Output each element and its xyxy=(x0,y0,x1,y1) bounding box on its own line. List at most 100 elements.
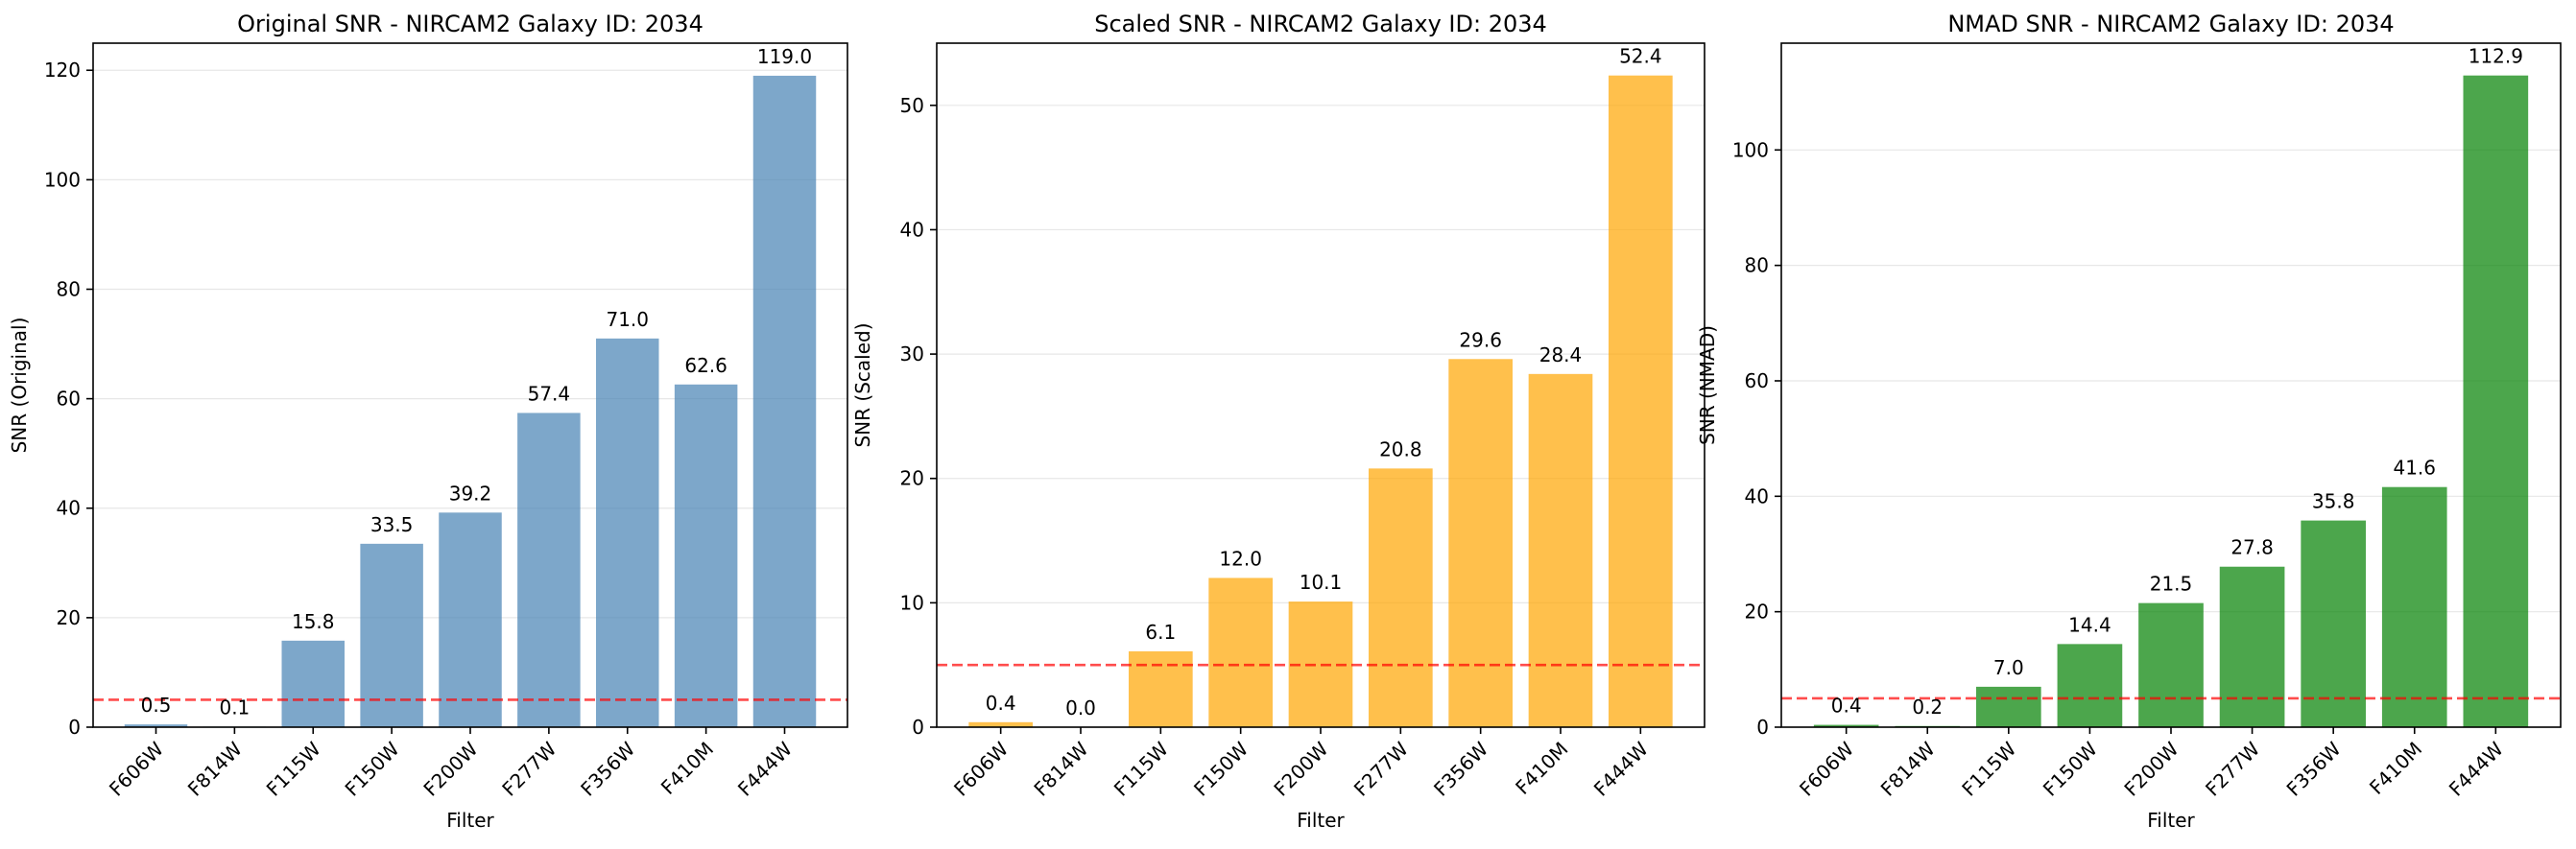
value-label-F410M: 41.6 xyxy=(2393,457,2436,480)
chart-title: Original SNR - NIRCAM2 Galaxy ID: 2034 xyxy=(237,11,704,37)
value-label-F356W: 71.0 xyxy=(606,308,649,331)
y-tick-label-1: 10 xyxy=(900,591,924,614)
bar-F444W xyxy=(2463,75,2529,727)
value-label-F444W: 112.9 xyxy=(2469,45,2523,68)
x-tick-label-F356W: F356W xyxy=(1429,737,1492,800)
bar-F410M xyxy=(674,384,738,727)
bar-F277W xyxy=(2219,566,2285,727)
x-tick-label-F277W: F277W xyxy=(2201,737,2264,800)
x-tick-label-F444W: F444W xyxy=(733,737,797,800)
bar-F410M xyxy=(2381,486,2447,727)
value-label-F814W: 0.1 xyxy=(219,696,250,719)
bar-F115W xyxy=(281,640,345,727)
x-tick-label-F200W: F200W xyxy=(1269,737,1332,800)
value-label-F200W: 39.2 xyxy=(449,482,492,505)
y-tick-label-5: 50 xyxy=(900,94,924,117)
x-tick-label-F444W: F444W xyxy=(1589,737,1653,800)
y-tick-label-2: 40 xyxy=(1745,484,1769,507)
y-axis-label: SNR (Scaled) xyxy=(851,322,874,447)
value-label-F356W: 35.8 xyxy=(2312,490,2355,513)
y-tick-label-1: 20 xyxy=(1745,601,1769,624)
y-tick-label-5: 100 xyxy=(44,168,81,191)
y-tick-label-4: 80 xyxy=(1745,254,1769,277)
y-tick-label-3: 60 xyxy=(57,388,81,411)
value-label-F606W: 0.4 xyxy=(986,692,1016,715)
x-tick-label-F277W: F277W xyxy=(497,737,561,800)
bar-F200W xyxy=(2138,602,2204,727)
value-label-F115W: 15.8 xyxy=(292,610,335,633)
x-tick-label-F410M: F410M xyxy=(2365,738,2426,799)
y-tick-label-0: 0 xyxy=(68,716,81,739)
y-tick-label-3: 30 xyxy=(900,342,924,366)
bar-F356W xyxy=(1448,359,1513,727)
bar-F150W xyxy=(360,543,423,727)
x-tick-label-F410M: F410M xyxy=(656,738,718,799)
value-label-F606W: 0.5 xyxy=(141,694,172,717)
x-tick-label-F277W: F277W xyxy=(1349,737,1413,800)
y-tick-label-2: 40 xyxy=(57,497,81,520)
value-label-F444W: 52.4 xyxy=(1619,45,1662,68)
chart-title: Scaled SNR - NIRCAM2 Galaxy ID: 2034 xyxy=(1094,11,1547,37)
chart-panel-3: 0.4 0.2 7.0 14.4 21.5 27.8 35.8 41.6 112.9 0 20 40 6… xyxy=(1696,11,2562,832)
value-label-F277W: 20.8 xyxy=(1379,437,1422,460)
x-tick-label-F606W: F606W xyxy=(1795,737,1858,800)
value-label-F115W: 7.0 xyxy=(1993,656,2024,679)
y-tick-label-2: 20 xyxy=(900,467,924,490)
value-label-F277W: 57.4 xyxy=(528,382,571,405)
x-axis-label: Filter xyxy=(1297,809,1345,832)
x-tick-label-F356W: F356W xyxy=(576,737,639,800)
bar-F277W xyxy=(517,413,581,727)
y-tick-label-0: 0 xyxy=(912,716,924,739)
x-tick-label-F115W: F115W xyxy=(1109,737,1173,800)
x-tick-label-F200W: F200W xyxy=(2119,737,2182,800)
chart-panel-2: 0.4 0.0 6.1 12.0 10.1 20.8 29.6 28.4 52.4 0 10 20 30… xyxy=(851,11,1705,832)
bar-F150W xyxy=(2057,644,2123,727)
x-tick-label-F814W: F814W xyxy=(1029,737,1092,800)
value-label-F410M: 28.4 xyxy=(1539,343,1583,366)
bar-F150W xyxy=(1208,578,1273,727)
bar-F606W xyxy=(124,724,188,727)
x-tick-label-F444W: F444W xyxy=(2445,737,2508,800)
bar-F410M xyxy=(1528,373,1593,727)
y-tick-label-4: 80 xyxy=(57,277,81,300)
x-tick-label-F356W: F356W xyxy=(2282,737,2346,800)
value-label-F200W: 10.1 xyxy=(1300,571,1343,594)
value-label-F150W: 14.4 xyxy=(2068,613,2111,636)
y-tick-label-4: 40 xyxy=(900,218,924,241)
y-tick-label-1: 20 xyxy=(57,606,81,629)
y-axis-label: SNR (NMAD) xyxy=(1696,325,1719,445)
x-tick-label-F150W: F150W xyxy=(341,737,404,800)
value-label-F444W: 119.0 xyxy=(757,45,812,68)
x-tick-label-F115W: F115W xyxy=(262,737,325,800)
x-tick-label-F115W: F115W xyxy=(1957,737,2020,800)
y-axis-label: SNR (Original) xyxy=(8,318,31,454)
value-label-F356W: 29.6 xyxy=(1459,328,1502,351)
bar-F200W xyxy=(439,512,502,727)
bar-F444W xyxy=(1609,75,1673,728)
bar-F115W xyxy=(1129,650,1193,727)
bar-F606W xyxy=(1813,724,1879,727)
y-tick-label-5: 100 xyxy=(1732,138,1769,161)
bar-F277W xyxy=(1369,468,1433,727)
value-label-F115W: 6.1 xyxy=(1145,621,1176,644)
value-label-F150W: 12.0 xyxy=(1219,547,1262,570)
chart-title: NMAD SNR - NIRCAM2 Galaxy ID: 2034 xyxy=(1947,11,2394,37)
value-label-F200W: 21.5 xyxy=(2150,573,2193,596)
x-tick-label-F150W: F150W xyxy=(1189,737,1252,800)
bar-F606W xyxy=(968,721,1033,727)
x-tick-label-F814W: F814W xyxy=(183,737,247,800)
value-label-F606W: 0.4 xyxy=(1831,695,1862,718)
x-tick-label-F814W: F814W xyxy=(1876,737,1940,800)
x-tick-label-F150W: F150W xyxy=(2039,737,2102,800)
value-label-F277W: 27.8 xyxy=(2230,536,2274,559)
y-tick-label-6: 120 xyxy=(44,59,81,82)
chart-panel-1: 0.5 0.1 15.8 33.5 39.2 57.4 71.0 62.6 119.0 0 20 40… xyxy=(8,11,848,832)
x-tick-label-F606W: F606W xyxy=(949,737,1013,800)
x-axis-label: Filter xyxy=(2147,809,2195,832)
value-label-F150W: 33.5 xyxy=(370,513,414,536)
x-axis-label: Filter xyxy=(446,809,494,832)
value-label-F814W: 0.2 xyxy=(1912,696,1943,719)
value-label-F814W: 0.0 xyxy=(1065,696,1096,719)
